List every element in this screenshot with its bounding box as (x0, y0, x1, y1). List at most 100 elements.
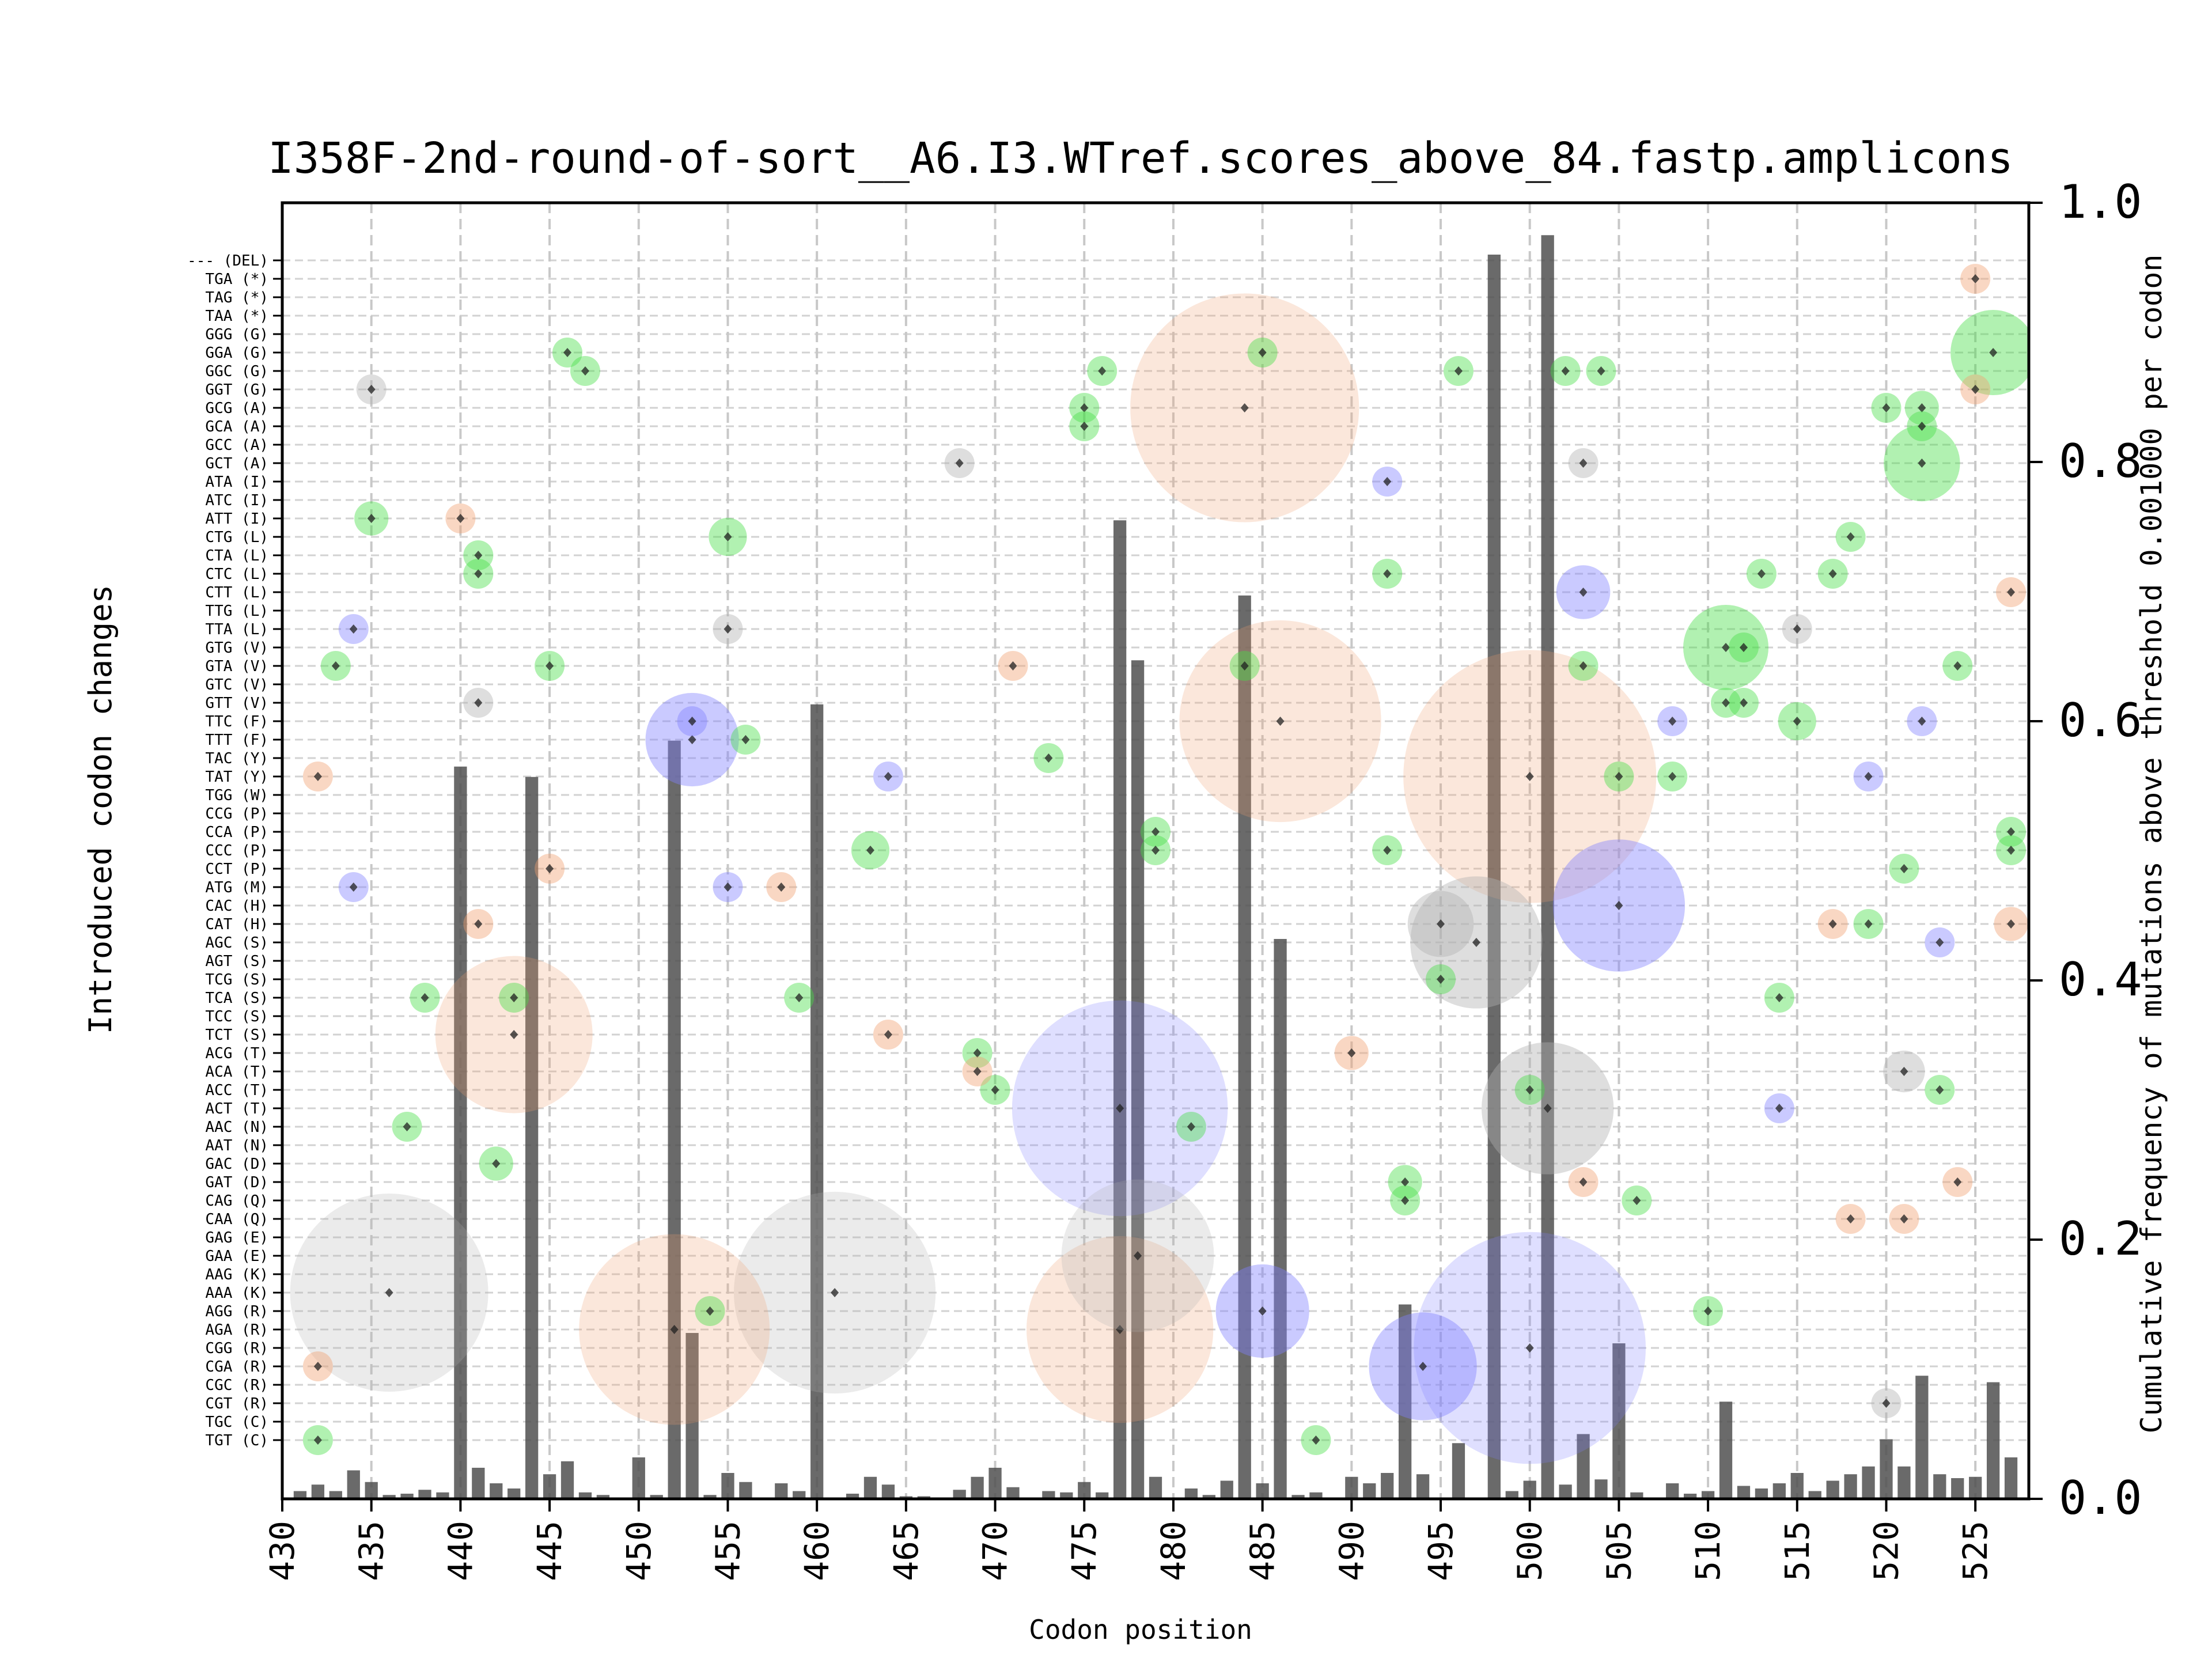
mutation-marker (1454, 366, 1463, 376)
frequency-bar (1737, 1486, 1751, 1499)
frequency-bar (2004, 1457, 2018, 1499)
frequency-bar (1131, 660, 1145, 1499)
frequency-bar (1202, 1495, 1215, 1499)
frequency-bar (1274, 939, 1287, 1499)
x-tick-label: 500 (1510, 1521, 1550, 1581)
mutation-marker (741, 735, 750, 744)
codon-tick-label: CAG (Q) (205, 1192, 268, 1210)
codon-tick-label: GCT (A) (205, 455, 268, 472)
frequency-bar (846, 1494, 859, 1499)
mutation-marker (1437, 919, 1445, 929)
frequency-bar (311, 1484, 325, 1499)
frequency-bar (490, 1483, 503, 1499)
frequency-bar (1897, 1466, 1911, 1499)
frequency-bar (739, 1482, 752, 1499)
mutation-marker (2007, 846, 2016, 855)
frequency-bar (881, 1484, 895, 1499)
frequency-bar (810, 704, 824, 1499)
frequency-bar (1559, 1484, 1572, 1499)
mutation-marker (777, 882, 786, 892)
frequency-bar (454, 766, 467, 1499)
codon-tick-label: CGT (R) (205, 1395, 268, 1412)
mutation-marker (1258, 1306, 1267, 1316)
frequency-bar (793, 1491, 806, 1499)
x-tick-label: 445 (530, 1521, 569, 1581)
codon-tick-label: GCC (A) (205, 437, 268, 454)
mutation-marker (1722, 643, 1730, 652)
mutation-marker (546, 864, 554, 873)
frequency-bar (1184, 1488, 1198, 1499)
right-tick-label: 0.4 (2059, 953, 2142, 1006)
mutation-marker (474, 569, 483, 578)
frequency-bar (1220, 1480, 1233, 1499)
right-tick-label: 0.8 (2059, 434, 2142, 488)
x-tick-label: 495 (1421, 1521, 1460, 1581)
mutation-marker (313, 1435, 322, 1445)
mutation-marker (1044, 753, 1053, 763)
x-axis-ticks: 430 435 440 445 450 455 460 465 470 475 480 485 490 4… (263, 1499, 1995, 1581)
mutation-marker (331, 661, 340, 671)
frequency-bar (1149, 1476, 1162, 1499)
mutation-marker (831, 1288, 839, 1297)
mutation-marker (1401, 1177, 1410, 1187)
frequency-bar (1487, 255, 1501, 1499)
codon-tick-label: CCC (P) (205, 842, 268, 859)
mutation-marker (1276, 717, 1285, 726)
frequency-bar (1238, 595, 1251, 1499)
chart-title: I358F-2nd-round-of-sort__A6.I3.WTref.sco… (268, 134, 2013, 183)
mutation-marker (1864, 919, 1873, 929)
frequency-bar (1042, 1491, 1055, 1499)
frequency-bar (1862, 1466, 1875, 1499)
mutation-bubbles (290, 264, 2029, 1464)
mutation-marker (1828, 569, 1837, 578)
codon-tick-labels: --- (DEL)TGA (*)TAG (*) TAA (*)GGG (G)GGA… (187, 252, 282, 1449)
x-tick-label: 520 (1866, 1521, 1906, 1581)
codon-tick-label: TAT (Y) (205, 768, 268, 786)
mutation-marker (1918, 422, 1926, 431)
codon-tick-label: GTA (V) (205, 658, 268, 675)
right-axis-label: Cumulative frequency of mutations above … (2135, 255, 2168, 1434)
x-tick-label: 430 (263, 1521, 302, 1581)
mutation-marker (1739, 698, 1748, 707)
right-tick-label: 0.2 (2059, 1212, 2142, 1266)
codon-tick-label: ACT (T) (205, 1100, 268, 1118)
mutation-marker (973, 1048, 982, 1058)
frequency-bar (1096, 1492, 1109, 1499)
codon-tick-label: TGT (C) (205, 1432, 268, 1449)
codon-tick-label: CAT (H) (205, 916, 268, 933)
codon-tick-label: GAG (E) (205, 1229, 268, 1247)
codon-tick-label: ACC (T) (205, 1082, 268, 1099)
x-tick-label: 525 (1956, 1521, 1995, 1581)
frequency-bar (668, 740, 681, 1499)
mutation-marker (1882, 403, 1891, 412)
mutation-marker (1918, 717, 1926, 726)
mutation-marker (1258, 348, 1267, 357)
x-tick-label: 475 (1065, 1521, 1104, 1581)
mutation-marker (403, 1122, 411, 1131)
frequency-bar (971, 1476, 984, 1499)
mutation-marker (1187, 1122, 1195, 1131)
mutation-marker (1152, 846, 1160, 855)
mutation-marker (1989, 348, 1998, 357)
right-axis-ticks: 0.0 0.2 0.4 0.6 0.8 1.0 (2029, 175, 2142, 1525)
codon-tick-label: TCG (S) (205, 971, 268, 988)
x-tick-label: 490 (1332, 1521, 1371, 1581)
mutation-marker (688, 717, 696, 726)
mutation-marker (1383, 569, 1392, 578)
codon-tick-label: AGT (S) (205, 953, 268, 970)
codon-tick-label: GCA (A) (205, 418, 268, 435)
frequency-bar (775, 1483, 788, 1499)
codon-tick-label: AAA (K) (205, 1285, 268, 1302)
frequency-bar (1666, 1483, 1679, 1499)
codon-tick-label: TAG (*) (205, 289, 268, 306)
frequency-bar (507, 1488, 521, 1499)
mutation-marker (1116, 1325, 1124, 1334)
frequency-bar (1381, 1473, 1394, 1499)
mutation-marker (706, 1306, 714, 1316)
codon-tick-label: AGC (S) (205, 934, 268, 952)
mutation-marker (1775, 993, 1783, 1002)
codon-tick-label: CGG (R) (205, 1340, 268, 1357)
codon-tick-label: TGA (*) (205, 271, 268, 288)
frequency-bar (685, 1333, 699, 1499)
mutation-marker (795, 993, 804, 1002)
